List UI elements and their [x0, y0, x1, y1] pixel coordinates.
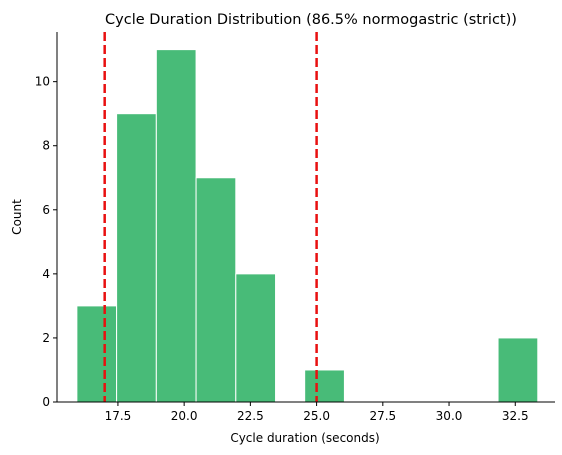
x-tick-label: 27.5 [369, 409, 396, 423]
y-tick-label: 2 [42, 331, 50, 345]
x-tick-label: 17.5 [105, 409, 132, 423]
y-axis-ticks: 0 2 4 6 8 10 [35, 75, 57, 409]
axes [56, 32, 555, 403]
y-tick-label: 6 [42, 203, 50, 217]
y-tick-label: 0 [42, 395, 50, 409]
y-tick-label: 8 [42, 139, 50, 153]
x-tick-label: 30.0 [436, 409, 463, 423]
reference-lines [103, 32, 318, 402]
x-tick-label: 32.5 [502, 409, 529, 423]
y-tick-label: 4 [42, 267, 50, 281]
x-axis-ticks: 17.5 20.0 22.5 25.0 27.5 30.0 32.5 [105, 402, 529, 423]
histogram-bar [497, 337, 539, 403]
histogram-bar [116, 113, 157, 403]
y-axis-label: Count [10, 199, 24, 235]
chart-title: Cycle Duration Distribution (86.5% normo… [105, 12, 517, 28]
x-axis-label: Cycle duration (seconds) [230, 431, 379, 445]
histogram-bar [155, 49, 197, 403]
histogram-bar [195, 177, 237, 403]
y-tick-label: 10 [35, 75, 50, 89]
bars [76, 49, 539, 403]
histogram-bar [235, 273, 277, 403]
x-tick-label: 20.0 [171, 409, 198, 423]
x-tick-label: 22.5 [237, 409, 264, 423]
x-tick-label: 25.0 [303, 409, 330, 423]
histogram-bar [76, 305, 118, 403]
histogram-bar [304, 369, 345, 403]
